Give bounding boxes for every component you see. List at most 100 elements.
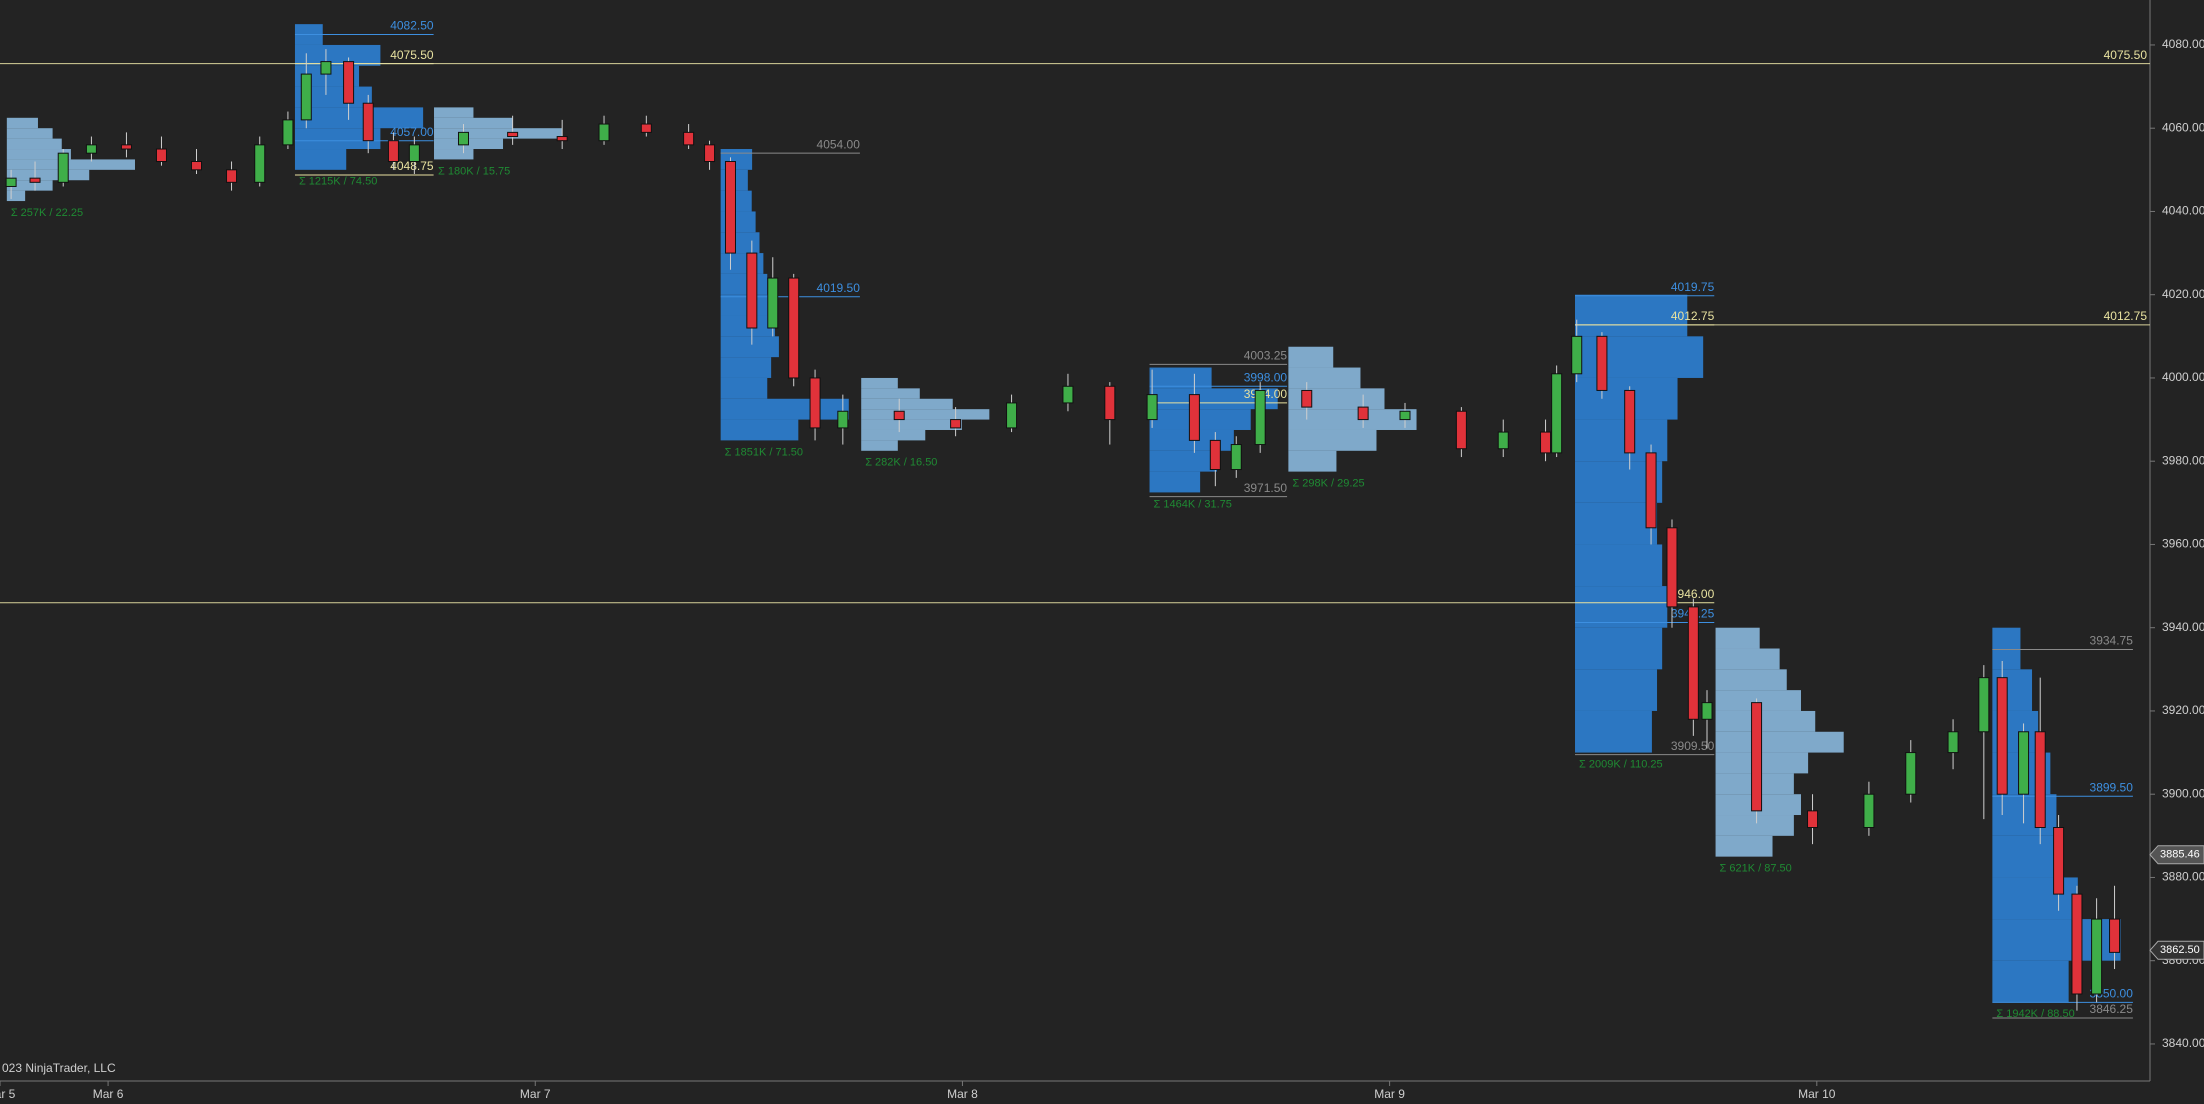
price-marker-label: 3885.46 [2160,849,2200,861]
candle-body [1551,373,1563,454]
candle-body [1751,702,1763,812]
candle-body [1540,431,1552,454]
x-tick-label: Mar 9 [1374,1087,1405,1101]
candle-body [1978,677,1990,733]
y-tick-label: 3880.00 [2162,870,2204,884]
profile-bar [1288,367,1361,389]
profile-bar [1992,627,2021,670]
candle-body [120,144,132,150]
level-label: 4048.75 [390,159,434,173]
candle-body [1146,394,1158,421]
profile-bar [1715,690,1801,711]
profile-bar [1715,710,1816,732]
candle-body [155,148,167,163]
level-label: 3899.50 [2090,780,2134,794]
profile-bar [861,388,920,399]
candle-body [226,169,238,183]
profile-bar [434,107,474,118]
candle-body [2091,918,2103,995]
profile-label: Σ 1215K / 74.50 [299,176,377,188]
candle-body [191,161,203,171]
y-tick-label: 4060.00 [2162,120,2204,134]
candle-body [507,131,519,138]
profile-label: Σ 1464K / 31.75 [1154,498,1232,510]
candle-body [640,123,652,133]
level-label: 3971.50 [1244,481,1288,495]
candle-body [1624,389,1636,454]
candle-body [457,131,469,146]
profile-bar [1715,835,1773,857]
candle-body [767,277,779,329]
profile-bar [6,169,90,181]
candle-body [1254,389,1266,446]
level-label: 4019.50 [817,281,861,295]
profile-bar [434,128,563,139]
profile-bar [294,149,347,170]
y-tick-label: 3900.00 [2162,786,2204,800]
candle-body [1399,410,1411,421]
profile-bar [1715,627,1760,649]
profile-bar [6,117,38,129]
profile-bar [6,128,53,139]
y-tick-label: 4080.00 [2162,37,2204,51]
profile-bar [720,336,779,358]
profile-bar [861,377,898,389]
candle-body [1996,677,2008,795]
long-level-label: 4012.75 [2104,309,2148,323]
candle-body [1006,402,1018,429]
level-label: 4075.50 [390,48,434,62]
profile-bar [861,419,962,430]
profile-bar [1288,346,1334,368]
candle-body [2053,827,2065,895]
level-label: 3846.25 [2090,1002,2134,1016]
profile-bar [1992,877,2078,920]
profile-bar [1575,710,1652,753]
profile-bar [1992,960,2069,1003]
candle-body [1687,606,1699,720]
candle-body [2109,918,2121,953]
level-label: 3998.00 [1244,370,1288,384]
candle-body [1947,731,1959,754]
x-tick-label: Mar 7 [520,1087,551,1101]
candle-body [1230,444,1242,471]
profile-bar [861,440,898,451]
profile-bar [434,149,474,160]
profile-bar [1288,450,1337,472]
profile-bar [1149,450,1217,472]
x-tick-label: Mar 10 [1798,1087,1836,1101]
candle-body [300,73,312,121]
candle-body [1455,410,1467,450]
candle-body [1701,702,1713,720]
candle-body [724,161,736,254]
profile-label: Σ 282K / 16.50 [865,457,937,469]
candle-body [1596,335,1608,391]
x-tick-label: Mar 5 [0,1087,16,1101]
level-label: 4012.75 [1671,309,1715,323]
profile-label: Σ 621K / 87.50 [1720,863,1792,875]
candle-body [809,377,821,429]
profile-bar [720,398,849,420]
candle-body [556,136,568,142]
candle-body [1571,335,1583,375]
profile-bar [861,398,953,410]
profile-bar [1288,429,1377,451]
copyright: 023 NinjaTrader, LLC [2,1061,116,1075]
profile-label: Σ 1942K / 88.50 [1996,1008,2074,1020]
candle-body [387,140,399,163]
profile-bar [1575,669,1658,711]
candle-body [2071,893,2083,995]
profile-bar [861,429,926,441]
candle-body [1497,431,1509,450]
profile-bar [1149,367,1212,389]
candle-body [1905,752,1917,795]
profile-bar [6,149,71,160]
profile-bar [1288,388,1385,410]
profile-bar [6,159,135,170]
level-label: 3946.00 [1671,587,1715,601]
profile-bar [294,128,381,150]
candle-body [1301,389,1313,408]
candle-body [704,144,716,163]
profile-bar [1149,409,1251,430]
y-tick-label: 3940.00 [2162,620,2204,634]
candle-body [85,144,97,154]
